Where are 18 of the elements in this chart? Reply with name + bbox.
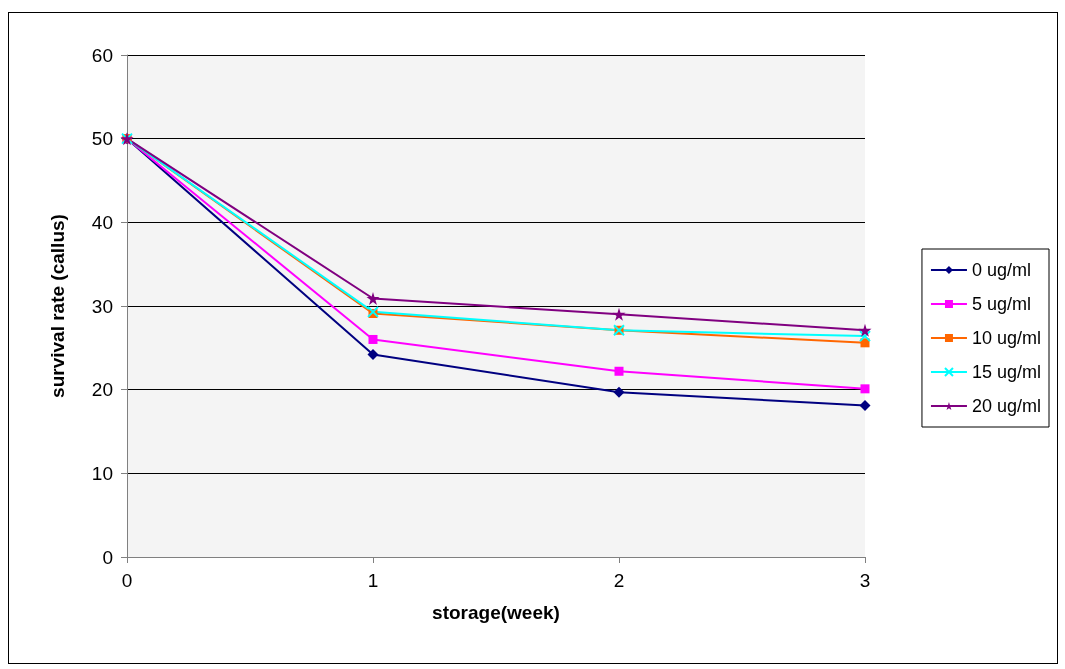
y-axis-title: survival rate (callus) xyxy=(47,214,68,398)
y-tick-label: 60 xyxy=(91,44,113,66)
y-tick-label: 30 xyxy=(91,295,113,317)
y-tick-label: 50 xyxy=(91,128,113,150)
x-tick-label: 0 xyxy=(121,570,133,591)
x-tick-label: 1 xyxy=(367,570,379,591)
legend-label: 15 ug/ml xyxy=(971,362,1042,382)
y-tick-label: 20 xyxy=(91,379,113,401)
x-tick-label: 2 xyxy=(613,570,625,591)
x-tick-label: 3 xyxy=(859,570,871,591)
legend-label: 20 ug/ml xyxy=(971,396,1042,416)
legend-label: 5 ug/ml xyxy=(971,294,1031,314)
x-axis-title: storage(week) xyxy=(432,602,560,623)
y-tick-label: 0 xyxy=(102,546,113,568)
y-tick-label: 10 xyxy=(91,462,113,484)
legend-label: 10 ug/ml xyxy=(971,328,1042,348)
legend-label: 0 ug/ml xyxy=(971,260,1031,280)
y-tick-label: 40 xyxy=(91,211,113,233)
